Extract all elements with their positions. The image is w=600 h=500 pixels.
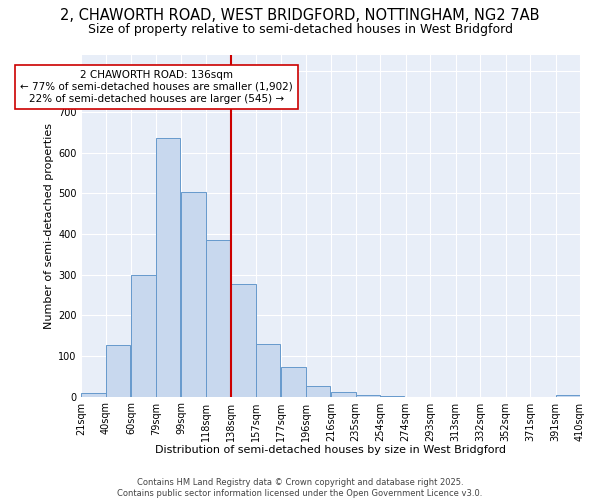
Bar — [131, 274, 156, 396]
Bar — [181, 192, 206, 396]
Text: Size of property relative to semi-detached houses in West Bridgford: Size of property relative to semi-detach… — [88, 22, 512, 36]
X-axis label: Distribution of semi-detached houses by size in West Bridgford: Distribution of semi-detached houses by … — [155, 445, 506, 455]
Bar — [331, 392, 356, 396]
Bar — [306, 386, 330, 396]
Bar — [281, 366, 306, 396]
Text: 2 CHAWORTH ROAD: 136sqm
← 77% of semi-detached houses are smaller (1,902)
22% of: 2 CHAWORTH ROAD: 136sqm ← 77% of semi-de… — [20, 70, 293, 104]
Bar — [256, 344, 280, 396]
Bar — [556, 395, 580, 396]
Bar — [106, 344, 130, 397]
Bar — [82, 392, 106, 396]
Bar — [232, 284, 256, 397]
Text: Contains HM Land Registry data © Crown copyright and database right 2025.
Contai: Contains HM Land Registry data © Crown c… — [118, 478, 482, 498]
Bar — [356, 394, 380, 396]
Y-axis label: Number of semi-detached properties: Number of semi-detached properties — [44, 123, 54, 329]
Bar — [206, 240, 230, 396]
Bar — [156, 138, 180, 396]
Text: 2, CHAWORTH ROAD, WEST BRIDGFORD, NOTTINGHAM, NG2 7AB: 2, CHAWORTH ROAD, WEST BRIDGFORD, NOTTIN… — [60, 8, 540, 22]
